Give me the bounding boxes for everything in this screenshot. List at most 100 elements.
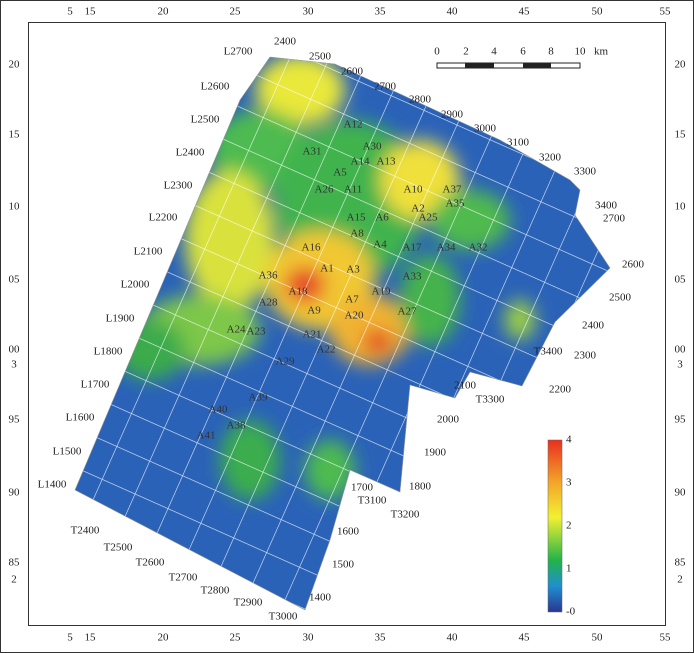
top-tick-label: 40 [447, 6, 459, 18]
bottom-tick-label: 35 [375, 632, 387, 644]
trace-label: 1900 [424, 447, 447, 459]
trace-label: 1800 [409, 481, 432, 493]
top-tick-label: 45 [519, 6, 531, 18]
left-tick-label: 10 [9, 201, 21, 213]
colorbar-label: 1 [566, 563, 572, 575]
well-label: A26 [315, 184, 334, 196]
survey-outline [74, 56, 611, 611]
trace-label: T2800 [201, 585, 230, 597]
inline-label: L2500 [191, 114, 220, 126]
trace-label: 2400 [582, 320, 605, 332]
bottom-tick-label: 30 [303, 632, 315, 644]
right-tick-label: 85 [675, 557, 687, 569]
trace-label: T3100 [358, 495, 387, 507]
trace-label: 2000 [437, 414, 460, 426]
well-label: A35 [446, 198, 465, 210]
trace-label: 2300 [574, 350, 597, 362]
well-label: A12 [344, 119, 363, 131]
scale-bar [436, 62, 581, 69]
trace-label: 1400 [309, 592, 332, 604]
top-tick-label: 25 [230, 6, 242, 18]
trace-label: 2400 [274, 36, 297, 48]
trace-label: T3200 [391, 509, 420, 521]
well-label: A10 [404, 184, 423, 196]
left-tick-label: 00 [9, 344, 21, 356]
well-label: A7 [345, 294, 359, 306]
well-label: A9 [307, 305, 321, 317]
trace-label: T2400 [71, 525, 100, 537]
inline-label: L1500 [53, 446, 82, 458]
left-tick-label: 3 [11, 359, 17, 371]
colorbar-label: -0 [566, 606, 576, 618]
well-label: A3 [346, 264, 360, 276]
bottom-tick-label: 40 [447, 632, 459, 644]
right-tick-label: 10 [675, 201, 687, 213]
well-label: A36 [259, 270, 278, 282]
colorbar-label: 2 [566, 520, 572, 532]
scale-label: 8 [548, 46, 554, 58]
well-label: A30 [363, 141, 382, 153]
well-label: A28 [259, 297, 278, 309]
right-tick-label: 3 [677, 359, 683, 371]
trace-label: 3200 [539, 152, 562, 164]
well-label: A19 [372, 286, 391, 298]
inline-label: L1800 [94, 346, 123, 358]
left-tick-label: 95 [9, 414, 21, 426]
trace-label: T2600 [136, 557, 165, 569]
well-label: A2 [411, 203, 424, 215]
trace-label: 2600 [622, 259, 645, 271]
well-label: A34 [437, 242, 456, 254]
trace-label: 2700 [374, 81, 397, 93]
trace-label: 2700 [603, 213, 626, 225]
left-tick-label: 90 [9, 487, 21, 499]
well-label: A17 [403, 242, 422, 254]
bottom-tick-label: 5 [67, 632, 73, 644]
well-label: A18 [289, 286, 308, 298]
scale-unit: km [594, 46, 609, 58]
inline-label: L1700 [81, 379, 110, 391]
colorbar [547, 439, 563, 613]
well-label: A8 [350, 228, 364, 240]
well-label: A20 [345, 310, 364, 322]
well-label: A4 [373, 239, 387, 251]
right-tick-label: 00 [675, 344, 687, 356]
top-tick-label: 50 [592, 6, 604, 18]
trace-label: 1600 [337, 526, 360, 538]
well-label: A24 [227, 324, 246, 336]
well-label: A5 [333, 167, 347, 179]
well-label: A29 [276, 356, 295, 368]
well-label: A40 [209, 404, 228, 416]
inline-label: L2000 [121, 279, 150, 291]
left-tick-label: 85 [9, 557, 21, 569]
left-tick-label: 20 [9, 59, 21, 71]
trace-label: T3400 [534, 346, 563, 358]
top-tick-label: 30 [303, 6, 315, 18]
inline-label: L2400 [176, 147, 205, 159]
inline-label: L1600 [66, 412, 95, 424]
bottom-tick-label: 55 [660, 632, 672, 644]
trace-label: 3300 [574, 166, 597, 178]
well-label: A25 [419, 212, 438, 224]
well-label: A13 [377, 156, 396, 168]
well-label: A15 [347, 212, 366, 224]
bottom-tick-label: 20 [158, 632, 170, 644]
inline-label: L1400 [38, 479, 67, 491]
inline-label: L2200 [149, 212, 178, 224]
well-label: A33 [403, 271, 422, 283]
trace-label: 2900 [441, 109, 464, 121]
left-tick-label: 15 [9, 129, 21, 141]
top-tick-label: 15 [85, 6, 97, 18]
right-tick-label: 90 [675, 487, 687, 499]
scale-label: 6 [520, 46, 526, 58]
trace-label: T2900 [234, 597, 263, 609]
colorbar-label: 3 [566, 477, 572, 489]
trace-label: 3400 [595, 200, 618, 212]
trace-label: T3300 [476, 394, 505, 406]
top-tick-label: 5 [67, 6, 73, 18]
well-label: A11 [344, 184, 363, 196]
well-label: A27 [398, 306, 417, 318]
inline-label: L2700 [224, 46, 253, 58]
inline-label: L2600 [201, 81, 230, 93]
bottom-tick-label: 15 [85, 632, 97, 644]
trace-label: 2500 [609, 292, 632, 304]
